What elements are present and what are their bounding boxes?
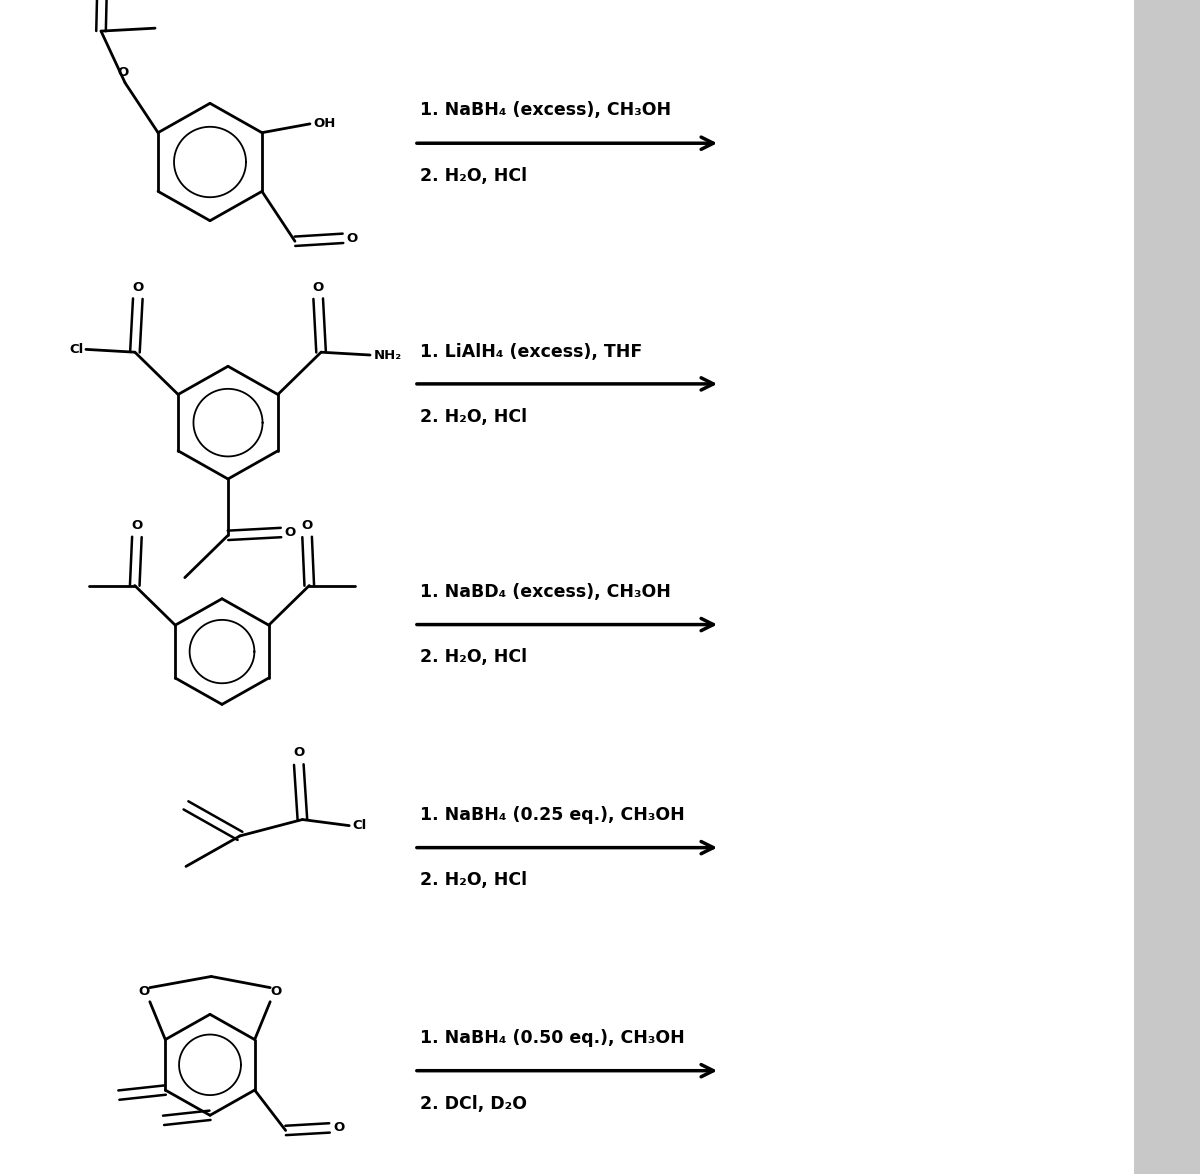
Text: O: O (312, 281, 324, 294)
Text: 1. NaBD₄ (excess), CH₃OH: 1. NaBD₄ (excess), CH₃OH (420, 582, 671, 601)
Text: OH: OH (313, 117, 336, 130)
Text: 1. NaBH₄ (0.50 eq.), CH₃OH: 1. NaBH₄ (0.50 eq.), CH₃OH (420, 1028, 685, 1047)
Text: O: O (293, 745, 305, 758)
Text: O: O (132, 281, 144, 294)
Text: O: O (270, 985, 282, 998)
Text: 2. H₂O, HCl: 2. H₂O, HCl (420, 407, 527, 426)
Text: O: O (347, 231, 358, 245)
Text: 1. NaBH₄ (0.25 eq.), CH₃OH: 1. NaBH₄ (0.25 eq.), CH₃OH (420, 805, 685, 824)
Text: 2. H₂O, HCl: 2. H₂O, HCl (420, 167, 527, 185)
Text: 2. DCl, D₂O: 2. DCl, D₂O (420, 1094, 527, 1113)
Text: 1. NaBH₄ (excess), CH₃OH: 1. NaBH₄ (excess), CH₃OH (420, 101, 671, 120)
Text: NH₂: NH₂ (373, 349, 402, 362)
Text: Cl: Cl (70, 343, 84, 356)
Bar (1134, 0, 1200, 1174)
Text: O: O (138, 985, 150, 998)
Text: Cl: Cl (353, 819, 367, 832)
Text: O: O (118, 66, 128, 80)
Text: 2. H₂O, HCl: 2. H₂O, HCl (420, 871, 527, 890)
Text: 2. H₂O, HCl: 2. H₂O, HCl (420, 648, 527, 667)
Text: O: O (131, 519, 143, 532)
Text: 1. LiAlH₄ (excess), THF: 1. LiAlH₄ (excess), THF (420, 343, 642, 362)
Text: O: O (334, 1121, 344, 1134)
Text: O: O (284, 526, 296, 539)
Text: O: O (301, 519, 313, 532)
